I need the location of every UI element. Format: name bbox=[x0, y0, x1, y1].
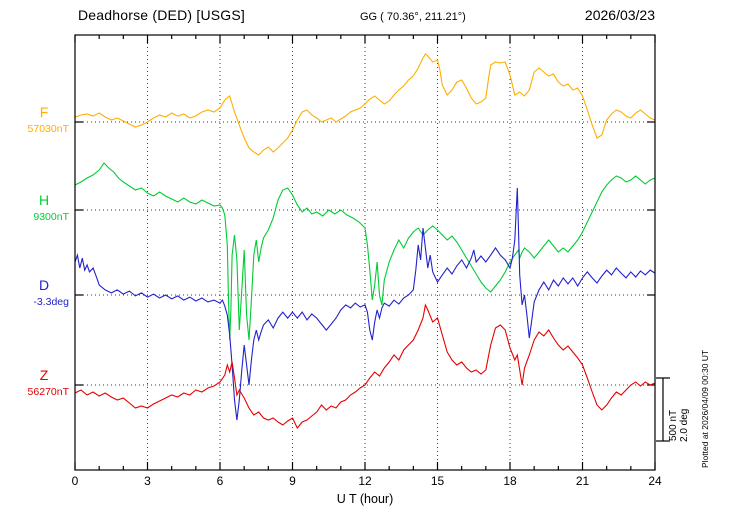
trace-D bbox=[74, 187, 656, 421]
plot-date: 2026/03/23 bbox=[584, 7, 655, 23]
channel-baseline-value-H: 9300nT bbox=[33, 211, 69, 223]
channel-letter-F: F bbox=[39, 104, 49, 120]
trace-H bbox=[74, 162, 656, 341]
station-title: Deadhorse (DED) [USGS] bbox=[78, 7, 246, 23]
x-tick-label-15: 15 bbox=[430, 474, 445, 488]
plot-frame bbox=[74, 34, 656, 471]
channel-letter-Z: Z bbox=[39, 367, 49, 383]
geographic-coordinates: GG ( 70.36°, 211.21°) bbox=[360, 11, 466, 23]
trace-Z bbox=[74, 303, 656, 430]
trace-F bbox=[74, 53, 656, 156]
plotted-at-timestamp: Plotted at 2026/04/09 00:30 UT bbox=[700, 349, 710, 468]
x-tick-label-3: 3 bbox=[144, 474, 151, 488]
channel-baseline-value-Z: 56270nT bbox=[27, 386, 69, 398]
x-tick-label-21: 21 bbox=[575, 474, 590, 488]
x-tick-label-6: 6 bbox=[216, 474, 224, 488]
x-tick-label-24: 24 bbox=[648, 474, 662, 488]
x-tick-label-12: 12 bbox=[358, 474, 372, 488]
scale-bar-deg-label: 2.0 deg bbox=[679, 408, 690, 442]
channel-letter-H: H bbox=[38, 192, 50, 208]
x-tick-label-9: 9 bbox=[289, 474, 296, 488]
scale-bar-nt-label: 500 nT bbox=[668, 409, 679, 441]
x-tick-label-18: 18 bbox=[503, 474, 517, 488]
channel-letter-D: D bbox=[38, 277, 50, 293]
x-tick-label-0: 0 bbox=[71, 474, 79, 488]
channel-baseline-value-D: -3.3deg bbox=[33, 296, 69, 308]
x-axis-label: U T (hour) bbox=[336, 492, 394, 506]
channel-baseline-value-F: 57030nT bbox=[27, 123, 69, 135]
